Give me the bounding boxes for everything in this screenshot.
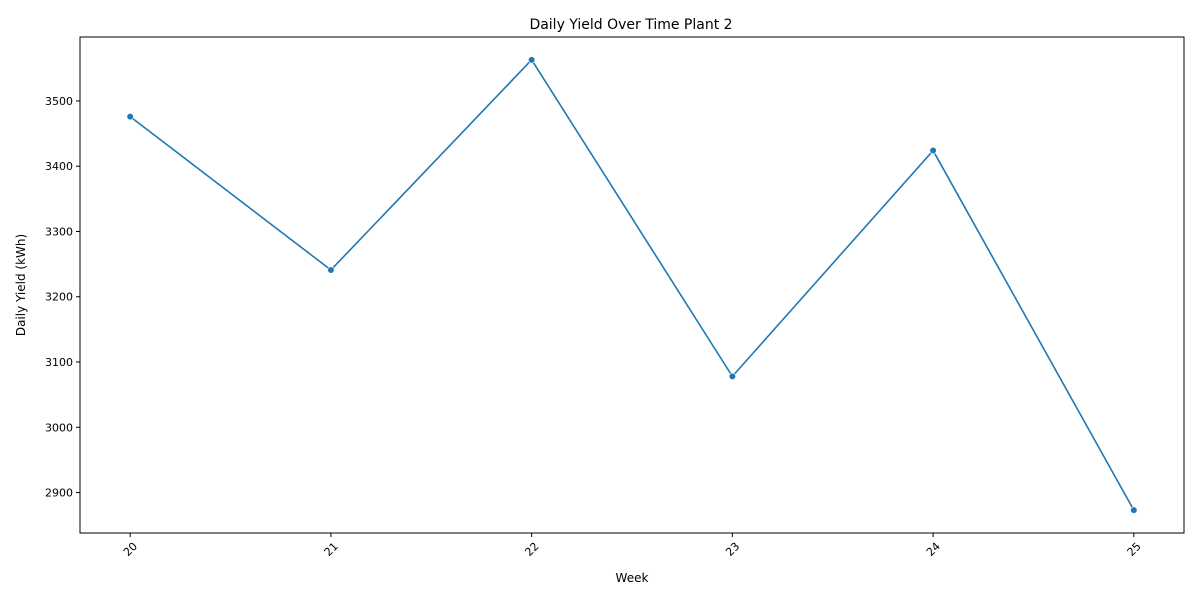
x-tick-label: 24 [924,540,943,559]
x-tick-label: 25 [1125,540,1144,559]
x-tick-label: 23 [723,540,742,559]
x-axis: 20 21 22 23 24 25 [121,533,1144,559]
plot-area [126,56,1138,514]
y-tick-label: 2900 [45,487,73,500]
y-tick-label: 3400 [45,160,73,173]
y-axis: 2900 3000 3100 3200 3300 3400 3500 [45,95,80,500]
y-tick-label: 3000 [45,421,73,434]
x-tick-label: 22 [522,540,541,559]
x-tick-label: 20 [121,540,140,559]
data-point [327,266,335,274]
data-point [528,56,536,64]
x-tick-label: 21 [322,540,341,559]
series-line [129,59,1135,511]
data-point [1130,506,1138,514]
plot-frame [79,36,1185,534]
x-axis-label: Week [616,571,649,585]
y-tick-label: 3500 [45,95,73,108]
data-point [728,372,736,380]
y-tick-label: 3300 [45,225,73,238]
data-point [126,113,134,121]
y-axis-label: Daily Yield (kWh) [14,234,28,336]
y-tick-label: 3100 [45,356,73,369]
y-tick-label: 3200 [45,291,73,304]
chart-title: Daily Yield Over Time Plant 2 [529,17,732,33]
data-point [929,146,937,155]
